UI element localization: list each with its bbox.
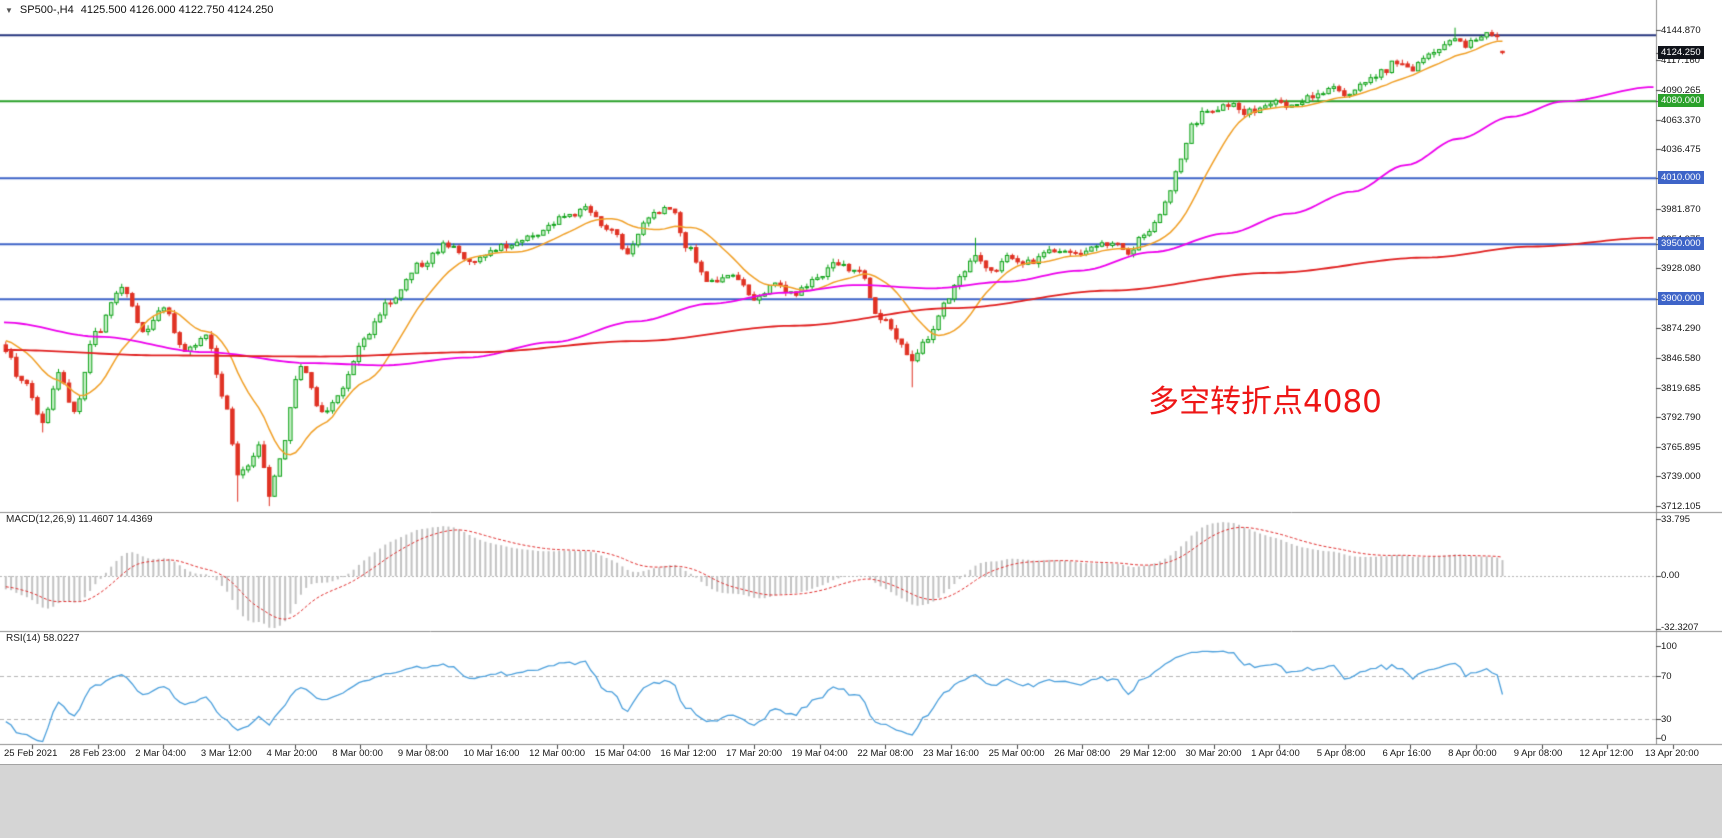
rsi-axis-label: 100 [1661,641,1677,652]
price-axis-label: 4090.265 [1661,85,1701,97]
time-label: 16 Mar 12:00 [660,748,717,759]
price-axis-label: 3765.895 [1661,441,1701,453]
chart-header: ▼ SP500-,H4 4125.500 4126.000 4122.750 4… [5,4,273,16]
price-tag-level: 4080.000 [1658,94,1704,108]
time-label: 2 Mar 04:00 [135,748,186,759]
time-label: 8 Mar 00:00 [332,748,383,759]
macd-indicator-label: MACD(12,26,9) 11.4607 14.4369 [6,514,153,525]
rsi-axis-label: 70 [1661,671,1672,682]
price-tag-level: 3950.000 [1658,237,1704,251]
time-label: 22 Mar 08:00 [857,748,914,759]
time-label: 3 Mar 12:00 [200,748,252,759]
price-axis-label: 3819.685 [1661,382,1701,394]
time-label: 13 Apr 20:00 [1645,748,1699,759]
time-label: 10 Mar 16:00 [463,748,520,759]
price-axis-label: 3981.870 [1661,204,1701,216]
time-label: 17 Mar 20:00 [726,748,783,759]
time-label: 25 Mar 00:00 [988,748,1045,759]
rsi-axis-label: 0 [1661,733,1667,744]
time-label: 15 Mar 04:00 [594,748,651,759]
macd-axis-label: -32.3207 [1661,622,1699,633]
macd-axis-label: 0.00 [1661,570,1680,581]
price-axis-label: 4117.160 [1661,55,1700,67]
price-tag-level: 4010.000 [1658,171,1704,185]
time-label: 28 Feb 23:00 [69,748,126,759]
time-label: 12 Apr 12:00 [1579,748,1634,759]
macd-axis-label: 33.795 [1661,514,1691,525]
symbol-title: SP500-,H4 [19,4,74,16]
time-label: 29 Mar 12:00 [1119,748,1176,759]
symbol-dropdown-icon[interactable]: ▼ [5,5,13,15]
time-label: 5 Apr 08:00 [1316,748,1366,759]
price-axis-label: 3739.000 [1661,471,1701,483]
price-axis-label: 3874.290 [1661,322,1701,334]
time-label: 30 Mar 20:00 [1185,748,1242,759]
ohlc-values: 4125.500 4126.000 4122.750 4124.250 [80,4,274,16]
time-label: 6 Apr 16:00 [1382,748,1432,759]
time-axis[interactable]: 25 Feb 2021 28 Feb 23:00 2 Mar 04:00 3 Mar … [0,745,1722,763]
time-label: 9 Mar 08:00 [397,748,449,759]
price-axis-label: 4036.475 [1661,144,1701,156]
annotation-text: 多空转折点4080 [1148,384,1382,420]
rsi-indicator-label: RSI(14) 58.0227 [6,633,80,644]
time-label: 26 Mar 08:00 [1054,748,1111,759]
rsi-axis-label: 30 [1661,714,1672,725]
time-label: 25 Feb 2021 [4,748,58,759]
time-label: 23 Mar 16:00 [922,748,979,759]
price-tag-level: 3900.000 [1658,292,1704,306]
time-label: 8 Apr 00:00 [1448,748,1497,759]
price-axis-label: 3792.790 [1661,412,1701,424]
price-axis[interactable]: 4144.870 4117.160 4090.265 4063.370 4036.475… [1657,0,1722,763]
price-axis-label: 3712.105 [1661,501,1701,512]
time-label: 9 Apr 08:00 [1513,748,1563,759]
price-axis-label: 4144.870 [1661,25,1701,36]
bottom-strip [0,764,1722,838]
time-label: 1 Apr 04:00 [1251,748,1300,759]
price-axis-label: 4063.370 [1661,114,1701,126]
price-axis-label: 3928.080 [1661,263,1701,275]
price-tag-current: 4124.250 [1658,45,1704,59]
time-label: 4 Mar 20:00 [266,748,318,759]
time-label: 19 Mar 04:00 [791,748,848,759]
price-axis-label: 3846.580 [1661,353,1701,365]
time-label: 12 Mar 00:00 [529,748,586,759]
